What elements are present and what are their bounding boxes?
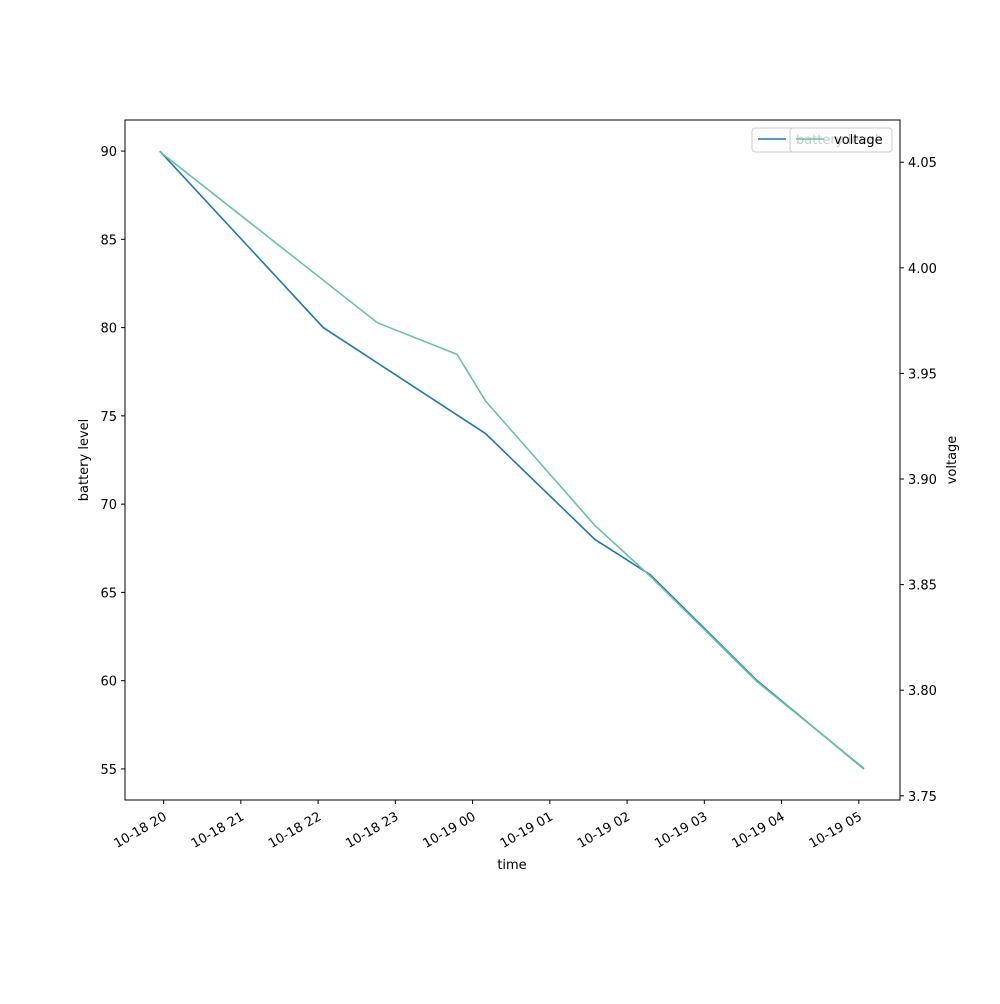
y2-tick-label: 3.85 [908,579,937,594]
y-tick-label: 70 [100,498,117,513]
y-tick-label: 55 [100,763,117,778]
y2-tick-label: 4.05 [908,156,937,171]
y2-tick-label: 3.80 [908,684,937,699]
y-tick-label: 80 [100,322,117,337]
y-tick-label: 75 [100,410,117,425]
y-tick-label: 85 [100,233,117,248]
y-axis-label: battery level [77,419,92,502]
y2-tick-label: 3.90 [908,473,937,488]
y-tick-label: 65 [100,586,117,601]
y2-axis-label: voltage [945,436,960,485]
legend-label: voltage [834,133,883,148]
plot-frame [124,119,901,801]
y2-tick-label: 4.00 [908,262,937,277]
legend: voltage [789,127,893,153]
line [159,151,865,769]
x-axis-label: time [497,858,526,873]
y-tick-label: 60 [100,675,117,690]
legend-box [789,127,893,153]
y-tick-label: 90 [100,145,117,160]
y2-tick-label: 3.95 [908,367,937,382]
y2-tick-label: 3.75 [908,790,937,805]
